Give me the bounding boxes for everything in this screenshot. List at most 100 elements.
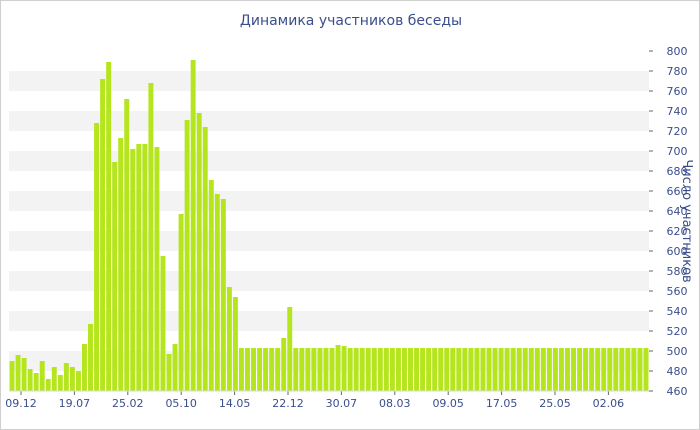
bar (613, 348, 619, 391)
y-tick-label: 700 (667, 145, 688, 158)
y-tick-label: 520 (667, 325, 688, 338)
bar (450, 348, 456, 391)
bar (51, 367, 57, 391)
bar (27, 369, 33, 391)
x-tick-label: 08.03 (379, 397, 411, 410)
bar (341, 346, 347, 391)
bar (94, 123, 100, 391)
bar (589, 348, 595, 391)
bar (196, 113, 202, 391)
bar (100, 79, 106, 391)
grid-band (9, 151, 649, 171)
bar (106, 62, 112, 391)
bar (353, 348, 359, 391)
bar (601, 348, 607, 391)
bar (395, 348, 401, 391)
bar (504, 348, 510, 391)
bar (184, 120, 190, 391)
y-tick-label: 800 (667, 45, 688, 58)
x-tick-label: 22.12 (272, 397, 304, 410)
bar (480, 348, 486, 391)
bar (287, 307, 293, 391)
bar (178, 214, 184, 391)
x-tick-label: 30.07 (326, 397, 358, 410)
bar (643, 348, 649, 391)
bar (305, 348, 311, 391)
bar (208, 180, 214, 391)
bar (57, 375, 63, 391)
bar (226, 287, 232, 391)
bar (528, 348, 534, 391)
bar (238, 348, 244, 391)
bar (540, 348, 546, 391)
bar (257, 348, 263, 391)
x-tick-label: 02.06 (593, 397, 625, 410)
bar (546, 348, 552, 391)
bar (595, 348, 601, 391)
bar (154, 147, 160, 391)
bar (172, 344, 178, 391)
bar (432, 348, 438, 391)
x-tick-label: 17.05 (486, 397, 518, 410)
bar (347, 348, 353, 391)
y-tick-label: 500 (667, 345, 688, 358)
y-tick-label: 740 (667, 105, 688, 118)
bar (142, 144, 148, 391)
bar (299, 348, 305, 391)
bar (190, 60, 196, 391)
bar (232, 297, 238, 391)
bar (160, 256, 166, 391)
bar (534, 348, 540, 391)
bar (202, 127, 208, 391)
bar (631, 348, 637, 391)
bar (15, 355, 21, 391)
y-tick-label: 720 (667, 125, 688, 138)
x-tick-label: 25.05 (539, 397, 571, 410)
bar (311, 348, 317, 391)
bar (522, 348, 528, 391)
bar (414, 348, 420, 391)
bar (383, 348, 389, 391)
grid-band (9, 111, 649, 131)
bar (365, 348, 371, 391)
bar (269, 348, 275, 391)
bar (63, 363, 69, 391)
x-tick-label: 25.02 (112, 397, 144, 410)
bar (577, 348, 583, 391)
bar (75, 371, 81, 391)
y-tick-label: 760 (667, 85, 688, 98)
bar (516, 348, 522, 391)
bar (510, 348, 516, 391)
bar (571, 348, 577, 391)
bar (329, 348, 335, 391)
grid-band (9, 271, 649, 291)
bar (69, 367, 75, 391)
bar (444, 348, 450, 391)
bar (565, 348, 570, 391)
bar (371, 348, 377, 391)
bar (607, 348, 613, 391)
bar (625, 348, 631, 391)
bar (456, 348, 462, 391)
bar (112, 162, 118, 391)
bar (81, 344, 87, 391)
bar (293, 348, 299, 391)
bar (281, 338, 287, 391)
bar (39, 361, 45, 391)
bar (462, 348, 468, 391)
y-tick-label: 600 (667, 245, 688, 258)
bar (166, 354, 172, 391)
bar (389, 348, 395, 391)
bar (130, 149, 136, 391)
bar (214, 194, 220, 391)
y-tick-label: 540 (667, 305, 688, 318)
y-tick-label: 460 (667, 385, 688, 398)
bar (245, 348, 250, 391)
bar (275, 348, 281, 391)
y-tick-label: 560 (667, 285, 688, 298)
grid-band (9, 71, 649, 91)
bar (88, 324, 93, 391)
bar (426, 348, 432, 391)
bar (486, 348, 492, 391)
